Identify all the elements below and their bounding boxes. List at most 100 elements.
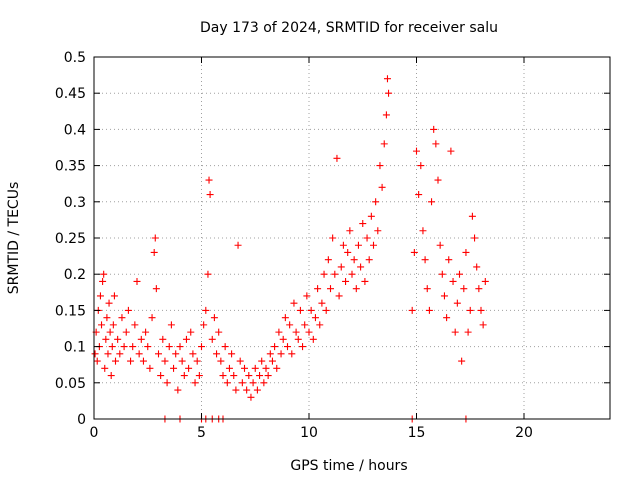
- data-point: [210, 314, 218, 322]
- y-axis-label: SRMTID / TECUs: [6, 182, 22, 295]
- data-point: [223, 379, 231, 387]
- data-point: [275, 328, 283, 336]
- data-point: [198, 343, 205, 351]
- data-point: [249, 379, 257, 387]
- data-point: [268, 357, 276, 365]
- data-point: [238, 379, 246, 387]
- data-point: [314, 285, 322, 293]
- data-point: [337, 263, 345, 271]
- data-point: [258, 357, 266, 365]
- y-tick-label: 0.4: [64, 122, 86, 138]
- data-point: [462, 248, 470, 256]
- y-tick-label: 0.25: [55, 231, 86, 247]
- data-point: [185, 364, 193, 372]
- data-point: [213, 350, 221, 358]
- data-point: [144, 343, 152, 351]
- data-point: [129, 343, 137, 351]
- data-point: [434, 176, 442, 184]
- data-point: [380, 140, 388, 148]
- data-point: [296, 306, 304, 314]
- data-point: [475, 285, 483, 293]
- data-point: [204, 270, 212, 278]
- data-point: [421, 256, 429, 264]
- data-point: [477, 306, 485, 314]
- data-point: [335, 292, 343, 300]
- data-point: [215, 328, 223, 336]
- data-point: [303, 292, 311, 300]
- data-point: [471, 234, 479, 242]
- data-point: [131, 321, 139, 329]
- data-point: [93, 357, 101, 365]
- data-point: [413, 147, 420, 155]
- data-point: [176, 343, 184, 351]
- data-point: [105, 299, 113, 307]
- data-point: [102, 335, 110, 343]
- data-point: [378, 183, 386, 191]
- data-point: [99, 277, 107, 285]
- data-point: [148, 314, 156, 322]
- data-point: [116, 350, 124, 358]
- data-point: [137, 335, 145, 343]
- data-point: [473, 263, 481, 271]
- data-point: [260, 379, 268, 387]
- data-point: [374, 227, 382, 235]
- data-point: [193, 357, 201, 365]
- data-point: [316, 321, 324, 329]
- data-point: [230, 372, 238, 380]
- x-tick-labels: 0 5 10 15 20: [90, 425, 533, 441]
- data-point: [453, 299, 461, 307]
- data-point: [367, 212, 375, 220]
- data-point: [104, 350, 112, 358]
- data-point: [219, 372, 227, 380]
- data-point: [329, 234, 337, 242]
- data-point: [122, 328, 130, 336]
- data-point: [440, 292, 448, 300]
- data-point: [451, 328, 459, 336]
- x-tick-label: 5: [197, 425, 206, 441]
- data-point: [170, 364, 178, 372]
- plot-frame: [93, 56, 611, 420]
- y-tick-label: 0.3: [64, 195, 86, 211]
- data-point: [112, 357, 119, 365]
- data-point: [423, 285, 431, 293]
- data-point: [110, 292, 118, 300]
- data-point: [253, 386, 261, 394]
- y-tick-label: 0.35: [55, 159, 86, 175]
- data-point: [318, 299, 326, 307]
- data-point: [271, 343, 279, 351]
- data-point: [346, 227, 354, 235]
- data-point: [279, 335, 287, 343]
- data-point: [180, 372, 188, 380]
- data-point: [159, 335, 167, 343]
- data-point: [361, 277, 369, 285]
- data-point: [107, 372, 115, 380]
- data-point: [241, 364, 248, 372]
- data-point: [225, 364, 233, 372]
- data-point: [200, 321, 208, 329]
- data-point: [466, 306, 474, 314]
- y-tick-label: 0.45: [55, 86, 86, 102]
- data-point: [228, 350, 236, 358]
- data-point: [376, 162, 384, 170]
- data-point: [281, 314, 289, 322]
- data-point: [443, 314, 451, 322]
- data-point: [202, 306, 210, 314]
- data-point: [208, 335, 216, 343]
- data-point: [98, 321, 106, 329]
- data-point: [243, 386, 251, 394]
- data-point: [139, 357, 147, 365]
- data-point: [301, 321, 309, 329]
- y-tick-label: 0.2: [64, 267, 86, 283]
- data-point: [383, 75, 391, 83]
- data-point: [432, 140, 440, 148]
- data-point: [460, 285, 468, 293]
- data-point: [307, 306, 315, 314]
- data-point: [284, 343, 291, 351]
- data-point: [372, 198, 380, 206]
- data-point: [172, 350, 180, 358]
- data-point: [456, 270, 463, 278]
- data-point: [118, 314, 126, 322]
- data-point: [342, 277, 350, 285]
- data-point: [425, 306, 433, 314]
- data-point: [273, 364, 281, 372]
